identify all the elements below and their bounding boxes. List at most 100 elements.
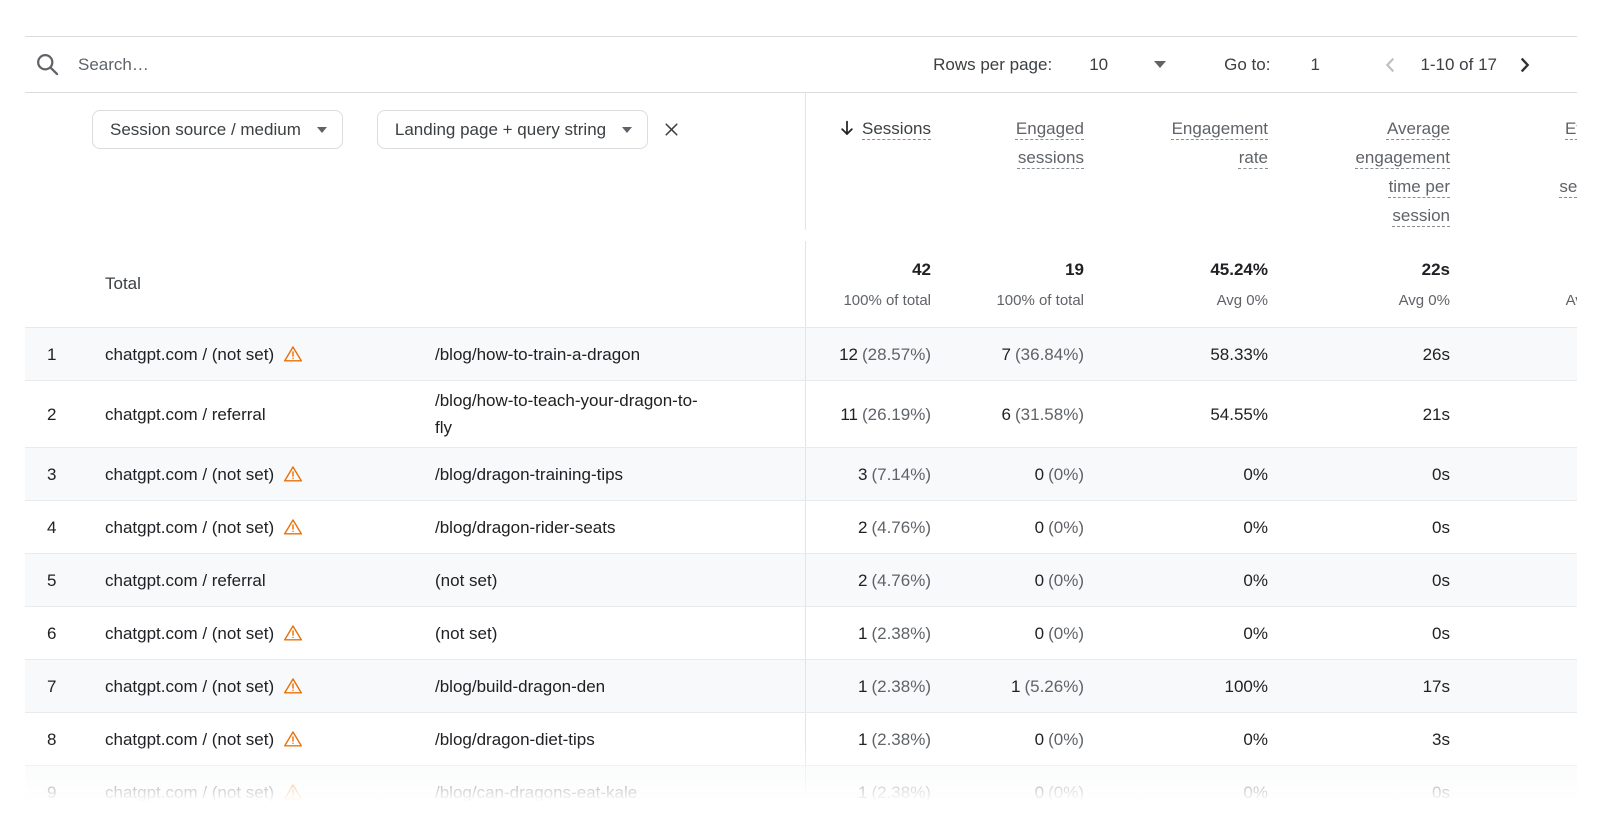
engagement-rate-value: 100% (1224, 676, 1268, 696)
engaged-sessions-percent: (31.58%) (1015, 404, 1084, 424)
column-header-engaged-sessions[interactable]: Engaged sessions (935, 93, 1088, 230)
engagement-rate-value: 0% (1243, 729, 1268, 749)
session-source-medium: chatgpt.com / (not set) (105, 676, 275, 696)
primary-dimension-label: Session source / medium (110, 119, 301, 139)
table-toolbar: Rows per page: 10 Go to: 1-10 of 17 (25, 36, 1577, 93)
previous-page-icon[interactable] (1380, 54, 1402, 76)
engaged-sessions-value: 0 (1034, 570, 1045, 590)
table-row: 5 chatgpt.com / referral (not set) 2 (4.… (25, 554, 1577, 607)
go-to-label: Go to: (1224, 54, 1271, 74)
dropdown-caret-icon (622, 126, 633, 133)
session-source-medium: chatgpt.com / (not set) (105, 782, 275, 802)
landing-page: /blog/how-to-train-a-dragon (435, 344, 641, 364)
session-source-medium: chatgpt.com / (not set) (105, 623, 275, 643)
engagement-rate-value: 0% (1243, 464, 1268, 484)
table-body: 1 chatgpt.com / (not set) /blog/how-to-t… (25, 328, 1577, 805)
next-page-icon[interactable] (1513, 54, 1535, 76)
remove-dimension-icon[interactable] (661, 119, 682, 140)
engagement-rate-value: 0% (1243, 623, 1268, 643)
secondary-dimension-label: Landing page + query string (394, 119, 607, 139)
total-engaged-subtext: 100% of total (996, 292, 1084, 309)
rows-per-page-dropdown-icon[interactable] (1154, 61, 1167, 68)
landing-page: /blog/dragon-training-tips (435, 464, 624, 484)
row-number: 4 (47, 517, 57, 537)
dropdown-caret-icon (316, 126, 327, 133)
engaged-sessions-percent: (0%) (1048, 570, 1084, 590)
engagement-rate-value: 0% (1243, 570, 1268, 590)
report-table-card: Rows per page: 10 Go to: 1-10 of 17 (25, 36, 1577, 805)
rows-per-page-label: Rows per page: (933, 54, 1053, 74)
engaged-sessions-value: 0 (1034, 464, 1045, 484)
go-to-page-input[interactable] (1310, 54, 1345, 75)
warning-icon (283, 782, 303, 802)
warning-icon (283, 344, 303, 364)
engaged-sessions-value: 7 (1001, 344, 1012, 364)
landing-page: /blog/dragon-diet-tips (435, 729, 595, 749)
engaged-sessions-percent: (0%) (1048, 729, 1084, 749)
column-header-avg-engagement-time[interactable]: Average engagement time per session (1272, 93, 1454, 230)
session-source-medium: chatgpt.com / (not set) (105, 729, 275, 749)
sessions-value: 2 (858, 570, 868, 590)
dimension-selectors: Session source / medium Landing page + q… (92, 110, 682, 149)
engagement-rate-value: 54.55% (1210, 404, 1268, 424)
totals-label: Total (105, 274, 141, 293)
landing-page: /blog/can-dragons-eat-kale (435, 782, 638, 802)
engaged-sessions-value: 6 (1001, 404, 1012, 424)
avg-engagement-time-value: 0s (1432, 464, 1450, 484)
sessions-value: 11 (840, 404, 859, 424)
column-header-sessions[interactable]: Sessions (805, 93, 935, 230)
table-row: 2 chatgpt.com / referral /blog/how-to-te… (25, 381, 1577, 448)
secondary-dimension-dropdown[interactable]: Landing page + query string (376, 110, 649, 149)
engaged-sessions-value: 0 (1034, 517, 1045, 537)
search-icon (34, 51, 61, 78)
sort-descending-icon (838, 119, 856, 230)
table-row: 6 chatgpt.com / (not set) (not set) 1 (2… (25, 607, 1577, 660)
avg-engagement-time-value: 0s (1432, 782, 1450, 802)
rows-per-page-value[interactable]: 10 (1089, 54, 1109, 74)
session-source-medium: chatgpt.com / (not set) (105, 517, 275, 537)
row-number: 3 (47, 464, 57, 484)
landing-page: (not set) (435, 570, 498, 590)
engaged-sessions-percent: (0%) (1048, 782, 1084, 802)
engaged-sessions-percent: (36.84%) (1015, 344, 1084, 364)
total-events-subtext: Avg 0% (1565, 292, 1577, 309)
avg-engagement-time-value: 26s (1422, 344, 1450, 364)
row-number: 5 (47, 570, 57, 590)
sessions-value: 1 (858, 676, 868, 696)
landing-page: (not set) (435, 623, 498, 643)
sessions-percent: (2.38%) (871, 623, 931, 643)
row-number: 8 (47, 729, 57, 749)
engaged-sessions-percent: (5.26%) (1024, 676, 1084, 696)
engaged-sessions-percent: (0%) (1048, 623, 1084, 643)
total-sessions-subtext: 100% of total (843, 292, 931, 309)
table-header: Session source / medium Landing page + q… (25, 93, 1577, 241)
pagination-controls: Rows per page: 10 Go to: 1-10 of 17 (933, 54, 1577, 76)
primary-dimension-dropdown[interactable]: Session source / medium (92, 110, 343, 149)
warning-icon (283, 729, 303, 749)
engagement-rate-value: 0% (1243, 782, 1268, 802)
total-rate-subtext: Avg 0% (1216, 292, 1268, 309)
column-header-engagement-rate[interactable]: Engagement rate (1088, 93, 1272, 230)
table-row: 7 chatgpt.com / (not set) /blog/build-dr… (25, 660, 1577, 713)
column-header-label: Sessions (862, 119, 931, 138)
sessions-percent: (2.38%) (871, 676, 931, 696)
avg-engagement-time-value: 0s (1432, 517, 1450, 537)
search-input[interactable] (78, 54, 398, 75)
column-header-events-per-session[interactable]: Events per session (1454, 93, 1577, 230)
avg-engagement-time-value: 0s (1432, 570, 1450, 590)
sessions-percent: (4.76%) (871, 517, 931, 537)
sessions-value: 3 (858, 464, 868, 484)
sessions-value: 1 (858, 729, 868, 749)
session-source-medium: chatgpt.com / referral (105, 404, 266, 424)
row-number: 9 (47, 782, 57, 802)
landing-page: /blog/dragon-rider-seats (435, 517, 616, 537)
sessions-value: 1 (858, 623, 868, 643)
row-number: 7 (47, 676, 57, 696)
total-engagement-rate: 45.24% (1210, 260, 1268, 279)
row-number: 2 (47, 404, 57, 424)
table-row: 3 chatgpt.com / (not set) /blog/dragon-t… (25, 448, 1577, 501)
sessions-percent: (2.38%) (871, 729, 931, 749)
engaged-sessions-value: 0 (1034, 782, 1045, 802)
table-row: 9 chatgpt.com / (not set) /blog/can-drag… (25, 766, 1577, 805)
sessions-percent: (2.38%) (871, 782, 931, 802)
